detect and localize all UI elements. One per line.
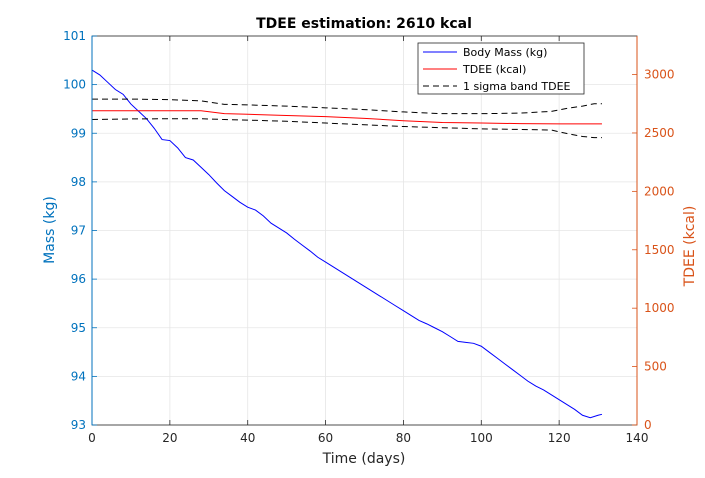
y-right-tick-label: 0 [644, 418, 652, 432]
y-axis-left: 93 94 95 96 97 98 99 100 101 [63, 29, 97, 432]
y-left-tick-label: 93 [71, 418, 86, 432]
x-tick-label: 120 [548, 431, 571, 445]
x-tick-label: 140 [626, 431, 649, 445]
legend-label-body-mass: Body Mass (kg) [463, 46, 547, 59]
y-left-tick-label: 99 [71, 126, 86, 140]
x-tick-label: 40 [240, 431, 255, 445]
sigma-band-upper-line [92, 98, 602, 115]
tdee-line [92, 110, 602, 125]
y-right-tick-label: 500 [644, 360, 667, 374]
x-tick-label: 0 [88, 431, 96, 445]
y-left-tick-label: 96 [71, 272, 86, 286]
y-axis-right-label: TDEE (kcal) [682, 206, 698, 288]
x-axis: 0 20 40 60 80 100 120 140 [88, 36, 648, 445]
legend: Body Mass (kg) TDEE (kcal) 1 sigma band … [417, 42, 585, 95]
y-left-tick-label: 98 [71, 175, 86, 189]
y-left-tick-label: 95 [71, 321, 86, 335]
x-tick-label: 60 [318, 431, 333, 445]
sigma-band-lower-line [91, 118, 602, 139]
x-tick-label: 80 [396, 431, 411, 445]
y-right-tick-label: 3000 [644, 68, 675, 82]
y-left-tick-label: 97 [71, 224, 86, 238]
y-left-tick-label: 94 [71, 369, 86, 383]
plot-series [91, 69, 603, 419]
y-right-tick-label: 1000 [644, 301, 675, 315]
y-right-tick-label: 2500 [644, 126, 675, 140]
legend-label-tdee: TDEE (kcal) [462, 63, 526, 76]
body-mass-line [91, 69, 603, 419]
x-tick-label: 20 [162, 431, 177, 445]
y-left-tick-label: 100 [63, 78, 86, 92]
y-left-tick-label: 101 [63, 29, 86, 43]
x-axis-label: Time (days) [322, 451, 406, 467]
legend-label-sigma-band: 1 sigma band TDEE [463, 80, 571, 93]
y-axis-right: 0 500 1000 1500 2000 2500 3000 [632, 36, 675, 432]
y-right-tick-label: 1500 [644, 243, 675, 257]
x-tick-label: 100 [470, 431, 493, 445]
y-right-tick-label: 2000 [644, 184, 675, 198]
y-axis-left-label: Mass (kg) [42, 196, 58, 264]
chart-title: TDEE estimation: 2610 kcal [256, 16, 472, 32]
